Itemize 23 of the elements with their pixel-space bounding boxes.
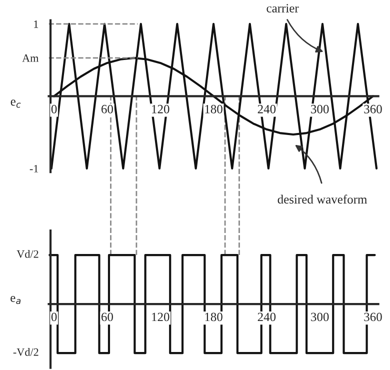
y-axis-title: e$_{c}$ — [10, 100, 21, 108]
text: desired waveform — [278, 194, 368, 204]
text: -Vd/2 — [13, 348, 38, 356]
x-tick-label: 180 — [205, 104, 222, 114]
y-tick-label: 1 — [34, 20, 38, 28]
x-tick-label: 0 — [51, 104, 57, 114]
x-tick-label: 240 — [258, 104, 276, 114]
x-tick-label: 0 — [51, 312, 57, 322]
y-tick-label: -1 — [30, 164, 38, 172]
x-tick-label: 300 — [311, 104, 329, 114]
y-tick-label: Am — [22, 54, 39, 62]
x-tick-label: 180 — [205, 312, 222, 322]
x-tick-label: 60 — [102, 312, 113, 322]
x-tick-label: 360 — [364, 312, 382, 322]
x-tick-label: 360 — [364, 104, 382, 114]
y-axis-title: e$_{a}$ — [10, 296, 21, 304]
text: Vd/2 — [16, 250, 38, 258]
annotation: carrier — [266, 4, 299, 12]
x-tick-label: 120 — [152, 104, 170, 114]
x-tick-label: 60 — [102, 104, 113, 114]
x-tick-label: 120 — [152, 312, 170, 322]
x-tick-label: 240 — [258, 312, 276, 322]
x-tick-label: 300 — [311, 312, 329, 322]
